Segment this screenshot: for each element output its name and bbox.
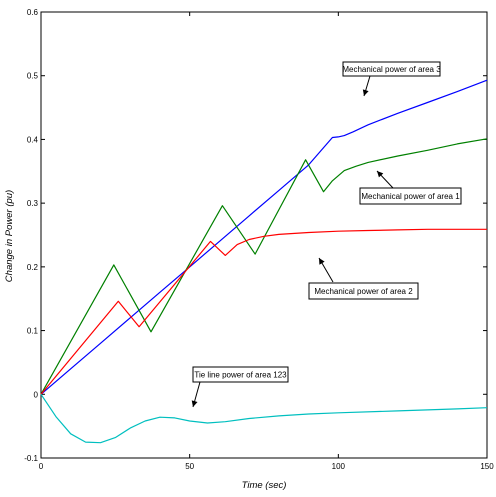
x-axis-label: Time (sec) [242,480,287,491]
annotation-box [192,366,289,383]
y-axis-label: Change in Power (pu) [4,190,15,282]
plot-frame [40,11,488,459]
annotation-arrowhead [319,258,325,265]
x-tick-label: 0 [39,462,44,471]
series-layer [40,79,488,444]
annotation-box [342,61,441,77]
x-tick-label: 50 [185,462,194,471]
annotation-arrowhead [362,89,369,96]
y-tick-label: 0 [34,390,39,399]
annotation-arrowhead [191,400,198,407]
annotation-4: Tie line power of area 123 [191,366,289,408]
y-tick-label: 0.1 [27,327,39,336]
series-line-4 [40,393,488,444]
annotation-text: Tie line power of area 123 [194,371,287,380]
axes: -0.100.10.20.30.40.50.60 50 100 150 [24,8,494,471]
annotation-arrowhead [377,171,384,178]
x-tick-label: 100 [332,462,346,471]
y-tick-label: 0.4 [27,135,39,144]
y-tick-label: 0.5 [27,72,39,81]
x-tick-label: 150 [480,462,494,471]
series-line-2 [40,138,488,395]
annotations: Mechanical power of area 3 Mechanical pow… [191,61,462,408]
y-tick-label: -0.1 [24,454,38,463]
annotation-2: Mechanical power of area 1 [359,170,462,205]
annotation-3: Mechanical power of area 2 [308,257,419,300]
annotation-text: Mechanical power of area 1 [361,192,460,201]
annotation-box [308,282,419,300]
annotation-1: Mechanical power of area 3 [342,61,441,97]
y-tick-label: 0.6 [27,8,39,17]
series-line-3 [40,228,487,395]
annotation-text: Mechanical power of area 2 [314,287,413,296]
annotation-text: Mechanical power of area 3 [342,65,441,74]
y-tick-label: 0.3 [27,199,39,208]
annotation-box [359,187,462,205]
y-tick-label: 0.2 [27,263,39,272]
